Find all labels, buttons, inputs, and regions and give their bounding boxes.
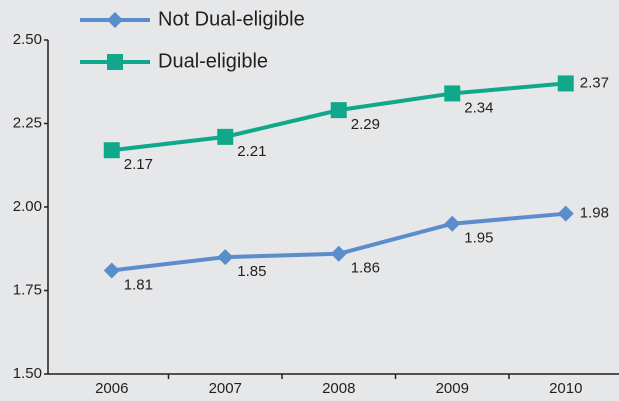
data-label: 2.17	[124, 156, 153, 173]
x-tick-label: 2007	[209, 380, 242, 397]
data-label: 2.21	[237, 143, 266, 160]
marker	[217, 128, 234, 145]
marker	[103, 142, 120, 159]
data-label: 1.81	[124, 276, 153, 293]
marker	[557, 205, 574, 222]
marker	[107, 54, 123, 70]
line	[111, 211, 566, 273]
data-label: 1.95	[464, 230, 493, 247]
data-label: 2.29	[351, 116, 380, 133]
y-tick-label: 1.50	[13, 365, 42, 382]
marker	[330, 245, 347, 262]
marker	[444, 85, 461, 102]
data-label: 2.34	[464, 99, 493, 116]
marker	[330, 102, 347, 119]
marker	[217, 249, 234, 266]
y-tick-label: 2.50	[13, 31, 42, 48]
marker	[103, 262, 120, 279]
data-label: 1.86	[351, 260, 380, 277]
y-tick-label: 1.75	[13, 281, 42, 298]
data-label: 1.98	[580, 205, 609, 222]
data-label: 2.37	[580, 74, 609, 91]
marker	[444, 215, 461, 232]
x-tick-label: 2009	[436, 380, 469, 397]
marker	[557, 75, 574, 92]
x-tick-label: 2008	[322, 380, 355, 397]
y-tick-label: 2.25	[13, 114, 42, 131]
x-tick-label: 2006	[95, 380, 128, 397]
legend-label: Not Dual-eligible	[158, 8, 305, 30]
marker	[107, 12, 123, 28]
data-label: 1.85	[237, 263, 266, 280]
x-tick-label: 2010	[549, 380, 582, 397]
legend-label: Dual-eligible	[158, 50, 268, 72]
y-tick-label: 2.00	[13, 198, 42, 215]
